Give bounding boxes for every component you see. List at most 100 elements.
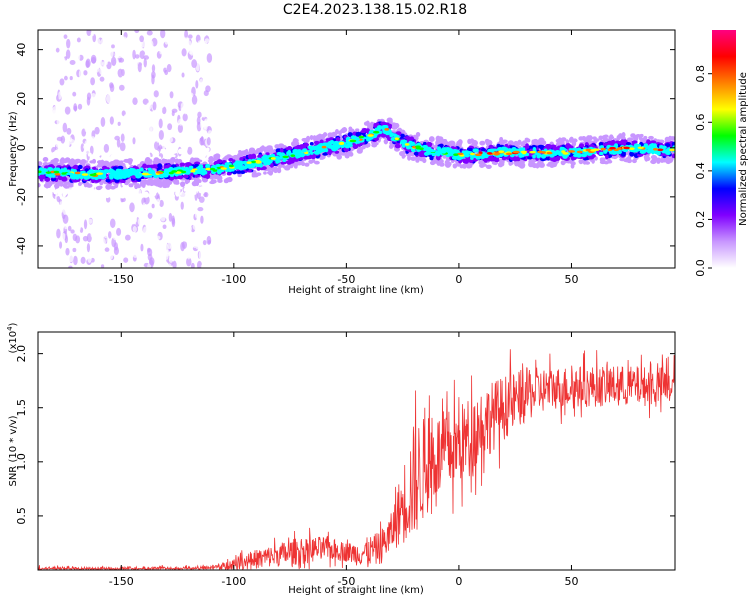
spectrogram-ridge-cell	[480, 148, 486, 152]
spectrogram-noise-cell	[147, 212, 153, 219]
spectrogram-noise-cell	[120, 133, 125, 143]
spectrogram-ridge-cell	[284, 134, 290, 140]
spectrogram-ridge-cell	[426, 141, 433, 147]
spectrogram-noise-cell	[169, 249, 175, 257]
spectrogram-ridge-cell	[565, 143, 572, 149]
spectrogram-noise-cell	[207, 130, 213, 137]
spectrogram-ridge-cell	[197, 147, 203, 154]
spectrogram-noise-cell	[202, 48, 207, 56]
spectrogram-ridge-cell	[551, 156, 558, 163]
spectrogram-ridge-cell	[263, 171, 267, 175]
spectrogram-noise-cell	[70, 49, 76, 59]
spectrogram-noise-cell	[204, 192, 209, 198]
spectrogram-noise-cell	[77, 123, 82, 128]
spectrogram-ridge-cell	[175, 189, 180, 197]
spectrogram-noise-cell	[136, 110, 141, 118]
spectrogram-ridge-cell	[140, 154, 145, 159]
spectrogram-noise-cell	[149, 257, 155, 266]
spectrogram-noise-cell	[143, 55, 150, 60]
spectrogram-noise-cell	[164, 69, 169, 76]
spectrogram-noise-cell	[59, 78, 65, 86]
spectrogram-ridge-cell	[467, 171, 474, 178]
spectrogram-ridge-cell	[388, 144, 394, 149]
spectrogram-noise-cell	[130, 115, 134, 124]
spectrogram-noise-cell	[178, 134, 183, 144]
spectrogram-ridge-cell	[180, 181, 186, 188]
spectrogram-ridge-cell	[162, 159, 168, 164]
spectrogram-noise-cell	[86, 243, 91, 253]
spectrogram-ridge-cell	[329, 133, 335, 138]
spectrogram-noise-cell	[151, 30, 158, 37]
spectrogram-ridge-cell	[442, 172, 450, 177]
spectrogram-noise-cell	[73, 255, 78, 266]
spectrogram-ridge-cell	[390, 151, 395, 158]
spectrogram-ridge-cell	[671, 141, 675, 146]
spectrogram-ridge-cell	[650, 154, 657, 160]
spectrogram-noise-cell	[68, 265, 73, 268]
spectrogram-ridge-cell	[647, 127, 652, 132]
spectrogram-ridge-cell	[590, 166, 595, 171]
spectrogram-ridge-cell	[142, 191, 150, 198]
spectrogram-noise-cell	[139, 35, 144, 43]
spectrogram-ridge-cell	[169, 190, 175, 197]
spectrogram-noise-cell	[127, 64, 132, 75]
spectrogram-ridge-cell	[96, 192, 101, 197]
spectrogram-ridge-cell	[503, 133, 509, 137]
spectrogram-noise-cell	[80, 242, 84, 253]
spectrogram-ridge-cell	[499, 136, 504, 143]
spectrogram-noise-cell	[76, 225, 81, 232]
spectrogram-ridge-cell	[47, 153, 54, 158]
spectrogram-noise-cell	[65, 247, 70, 256]
spectrogram-ridge-cell	[223, 184, 230, 190]
spectrogram-ridge-cell	[258, 176, 263, 182]
spectrogram-ridge-cell	[266, 170, 274, 175]
spectrogram-noise-cell	[117, 30, 124, 38]
spectrogram-noise-cell	[192, 240, 198, 249]
spectrogram-ridge-cell	[42, 161, 49, 167]
spectrogram-ridge-cell	[152, 188, 158, 194]
spectrogram-noise-cell	[187, 100, 191, 106]
spectrogram-noise-cell	[64, 106, 71, 115]
spectrogram-ridge-cell	[38, 182, 41, 188]
spectrogram-ridge-cell	[605, 154, 609, 160]
spectrogram-ridge-cell	[564, 172, 569, 177]
spectrogram-noise-cell	[178, 30, 183, 36]
spectrogram-noise-cell	[69, 60, 76, 65]
spectrogram-noise-cell	[80, 195, 85, 203]
spectrogram-ridge-cell	[595, 168, 602, 173]
spectrogram-ridge-cell	[258, 181, 263, 186]
spectrogram-ridge-cell	[631, 140, 638, 144]
spectrogram-ridge-cell	[57, 162, 64, 166]
spectrogram-noise-cell	[167, 263, 172, 268]
spectrogram-noise-cell	[198, 250, 204, 261]
spectrogram-noise-cell	[198, 98, 204, 109]
spectrogram-noise-cell	[76, 37, 81, 43]
spectrogram-noise-cell	[138, 128, 145, 137]
spectrogram-noise-cell	[177, 118, 184, 126]
spectrogram-ridge-cell	[644, 156, 651, 162]
spectrogram-ridge-cell	[507, 140, 515, 147]
spectrogram-noise-cell	[67, 252, 74, 263]
spectrogram-ridge-cell	[347, 150, 352, 155]
spectrogram-noise-cell	[80, 143, 85, 153]
spectrogram-ridge-cell	[146, 149, 151, 154]
spectrogram-noise-cell	[77, 45, 83, 51]
spectrogram-noise-cell	[131, 215, 137, 225]
spectrogram-ridge-cell	[342, 161, 348, 168]
spectrogram-ridge-cell	[542, 168, 548, 173]
spectrogram-ridge-cell	[116, 160, 122, 165]
spectrogram-ridge-cell	[141, 179, 148, 185]
spectrogram-ridge-cell	[466, 164, 472, 169]
spectrogram-noise-cell	[60, 262, 66, 268]
spectrogram-ridge-cell	[531, 163, 538, 169]
spectrogram-ridge-cell	[407, 154, 412, 161]
spectrogram-ridge-cell	[596, 127, 601, 132]
spectrogram-noise-cell	[156, 198, 161, 206]
spectrogram-ridge-cell	[242, 174, 250, 179]
spectrogram-noise-cell	[164, 39, 169, 45]
spectrogram-noise-cell	[201, 40, 208, 48]
spectrogram-noise-cell	[77, 143, 81, 152]
spectrogram-ridge-cell	[560, 168, 567, 172]
spectrogram-noise-cell	[90, 136, 96, 143]
spectrogram-ridge-cell	[344, 152, 350, 159]
